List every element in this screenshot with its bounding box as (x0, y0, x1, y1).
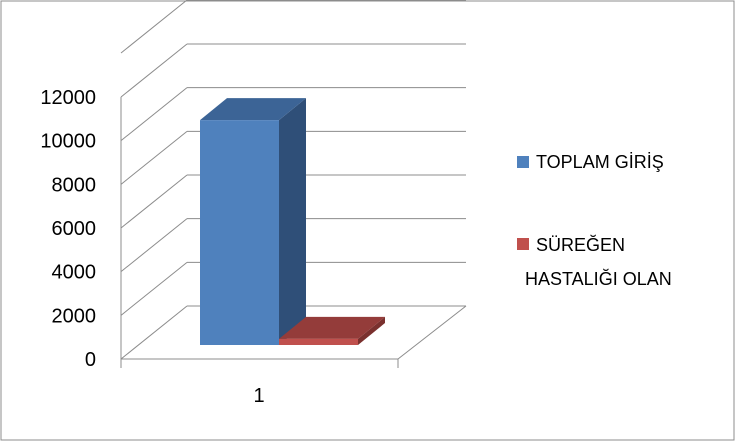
y-tick-label: 4000 (52, 262, 97, 284)
bar-top-face (200, 98, 306, 121)
bar-sureğen-hastaligi-olan (279, 316, 385, 345)
bar-front-face (200, 120, 279, 345)
legend-label-toplam: TOPLAM GİRİŞ (536, 152, 664, 172)
y-tick-label: 6000 (52, 218, 97, 240)
y-tick-label: 12000 (40, 87, 96, 109)
bars (200, 98, 385, 345)
y-tick-label: 2000 (52, 305, 97, 327)
bar-side-face (358, 316, 385, 345)
legend-swatch-toplam (517, 156, 529, 168)
side-gridline (120, 261, 188, 316)
side-gridline (120, 43, 188, 98)
legend-swatch-sureğen (517, 238, 529, 250)
side-gridline (120, 174, 188, 229)
bar-toplam-giris (200, 98, 306, 345)
bar-side-face (279, 98, 306, 345)
side-gridline (120, 87, 188, 142)
bar-front-face (279, 338, 358, 345)
y-tick-label: 0 (85, 349, 96, 371)
y-tick-label: 8000 (52, 174, 97, 196)
side-gridline (120, 218, 188, 273)
legend: TOPLAM GİRİŞ SÜREĞEN HASTALIĞI OLAN (517, 152, 672, 289)
x-tick-label: 1 (253, 385, 264, 407)
legend-label-sureğen-line1: SÜREĞEN (536, 234, 625, 255)
bar-top-face (279, 316, 385, 339)
floor-right-edge (397, 305, 467, 360)
floor-left-edge (120, 305, 188, 360)
y-tick-label: 10000 (40, 131, 96, 153)
chart-floor (120, 305, 467, 360)
y-tick-labels: 0 2000 4000 6000 8000 10000 12000 (40, 87, 96, 371)
side-gridline (120, 0, 188, 54)
legend-label-sureğen-line2: HASTALIĞI OLAN (525, 268, 672, 289)
side-gridline (120, 130, 188, 185)
